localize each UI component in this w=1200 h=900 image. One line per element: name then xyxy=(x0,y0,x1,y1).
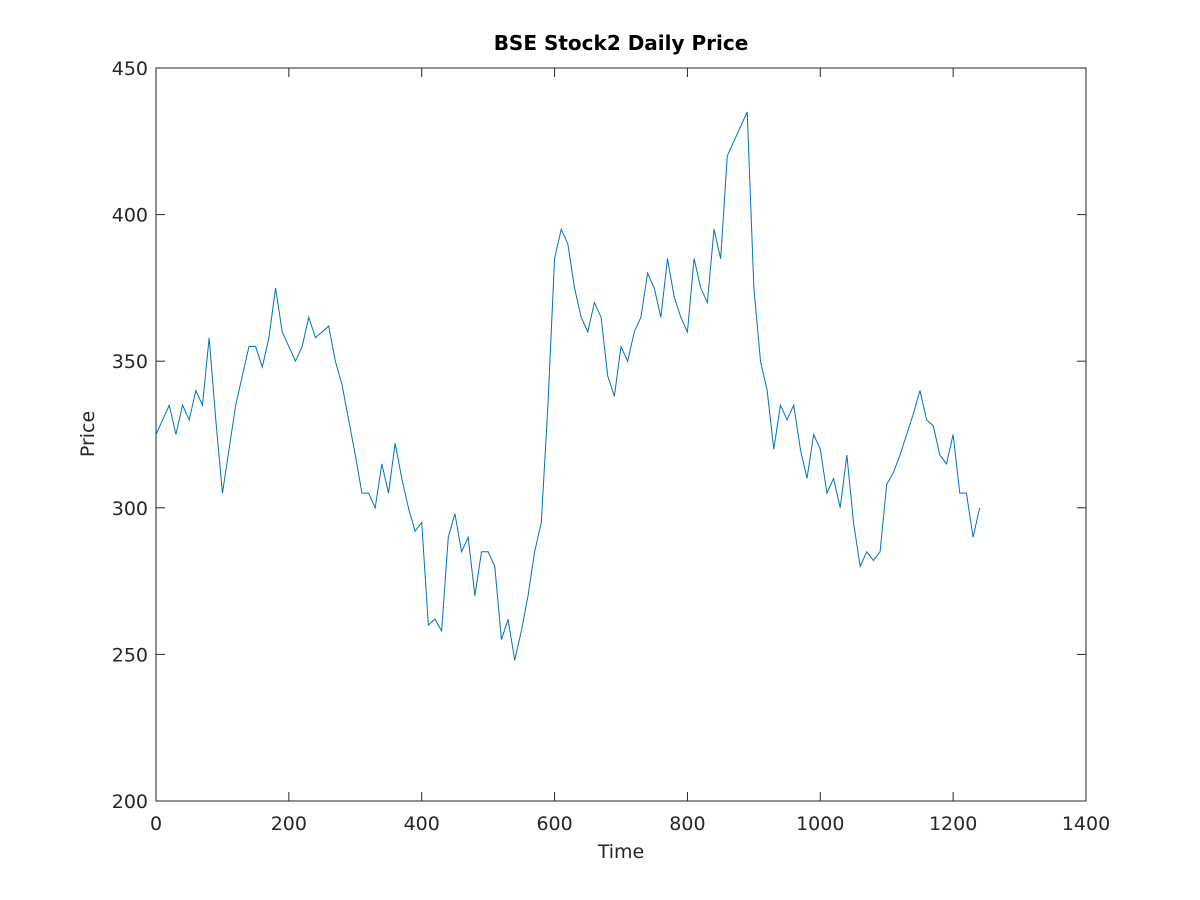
x-tick-label: 1200 xyxy=(929,813,977,835)
y-axis-label: Price xyxy=(77,411,99,457)
x-tick-label: 200 xyxy=(271,813,307,835)
x-tick-label: 800 xyxy=(669,813,705,835)
y-tick-label: 400 xyxy=(112,205,148,227)
y-tick-label: 200 xyxy=(112,791,148,813)
x-tick-label: 600 xyxy=(536,813,572,835)
y-tick-label: 250 xyxy=(112,644,148,666)
x-tick-label: 0 xyxy=(150,813,162,835)
y-tick-label: 300 xyxy=(112,498,148,520)
x-tick-label: 1400 xyxy=(1062,813,1110,835)
price-line xyxy=(155,111,981,661)
y-tick-label: 450 xyxy=(112,58,148,80)
y-tick-label: 350 xyxy=(112,351,148,373)
x-tick-label: 1000 xyxy=(796,813,844,835)
x-axis-label: Time xyxy=(597,841,645,863)
chart-title: BSE Stock2 Daily Price xyxy=(494,31,749,55)
x-tick-label: 400 xyxy=(404,813,440,835)
